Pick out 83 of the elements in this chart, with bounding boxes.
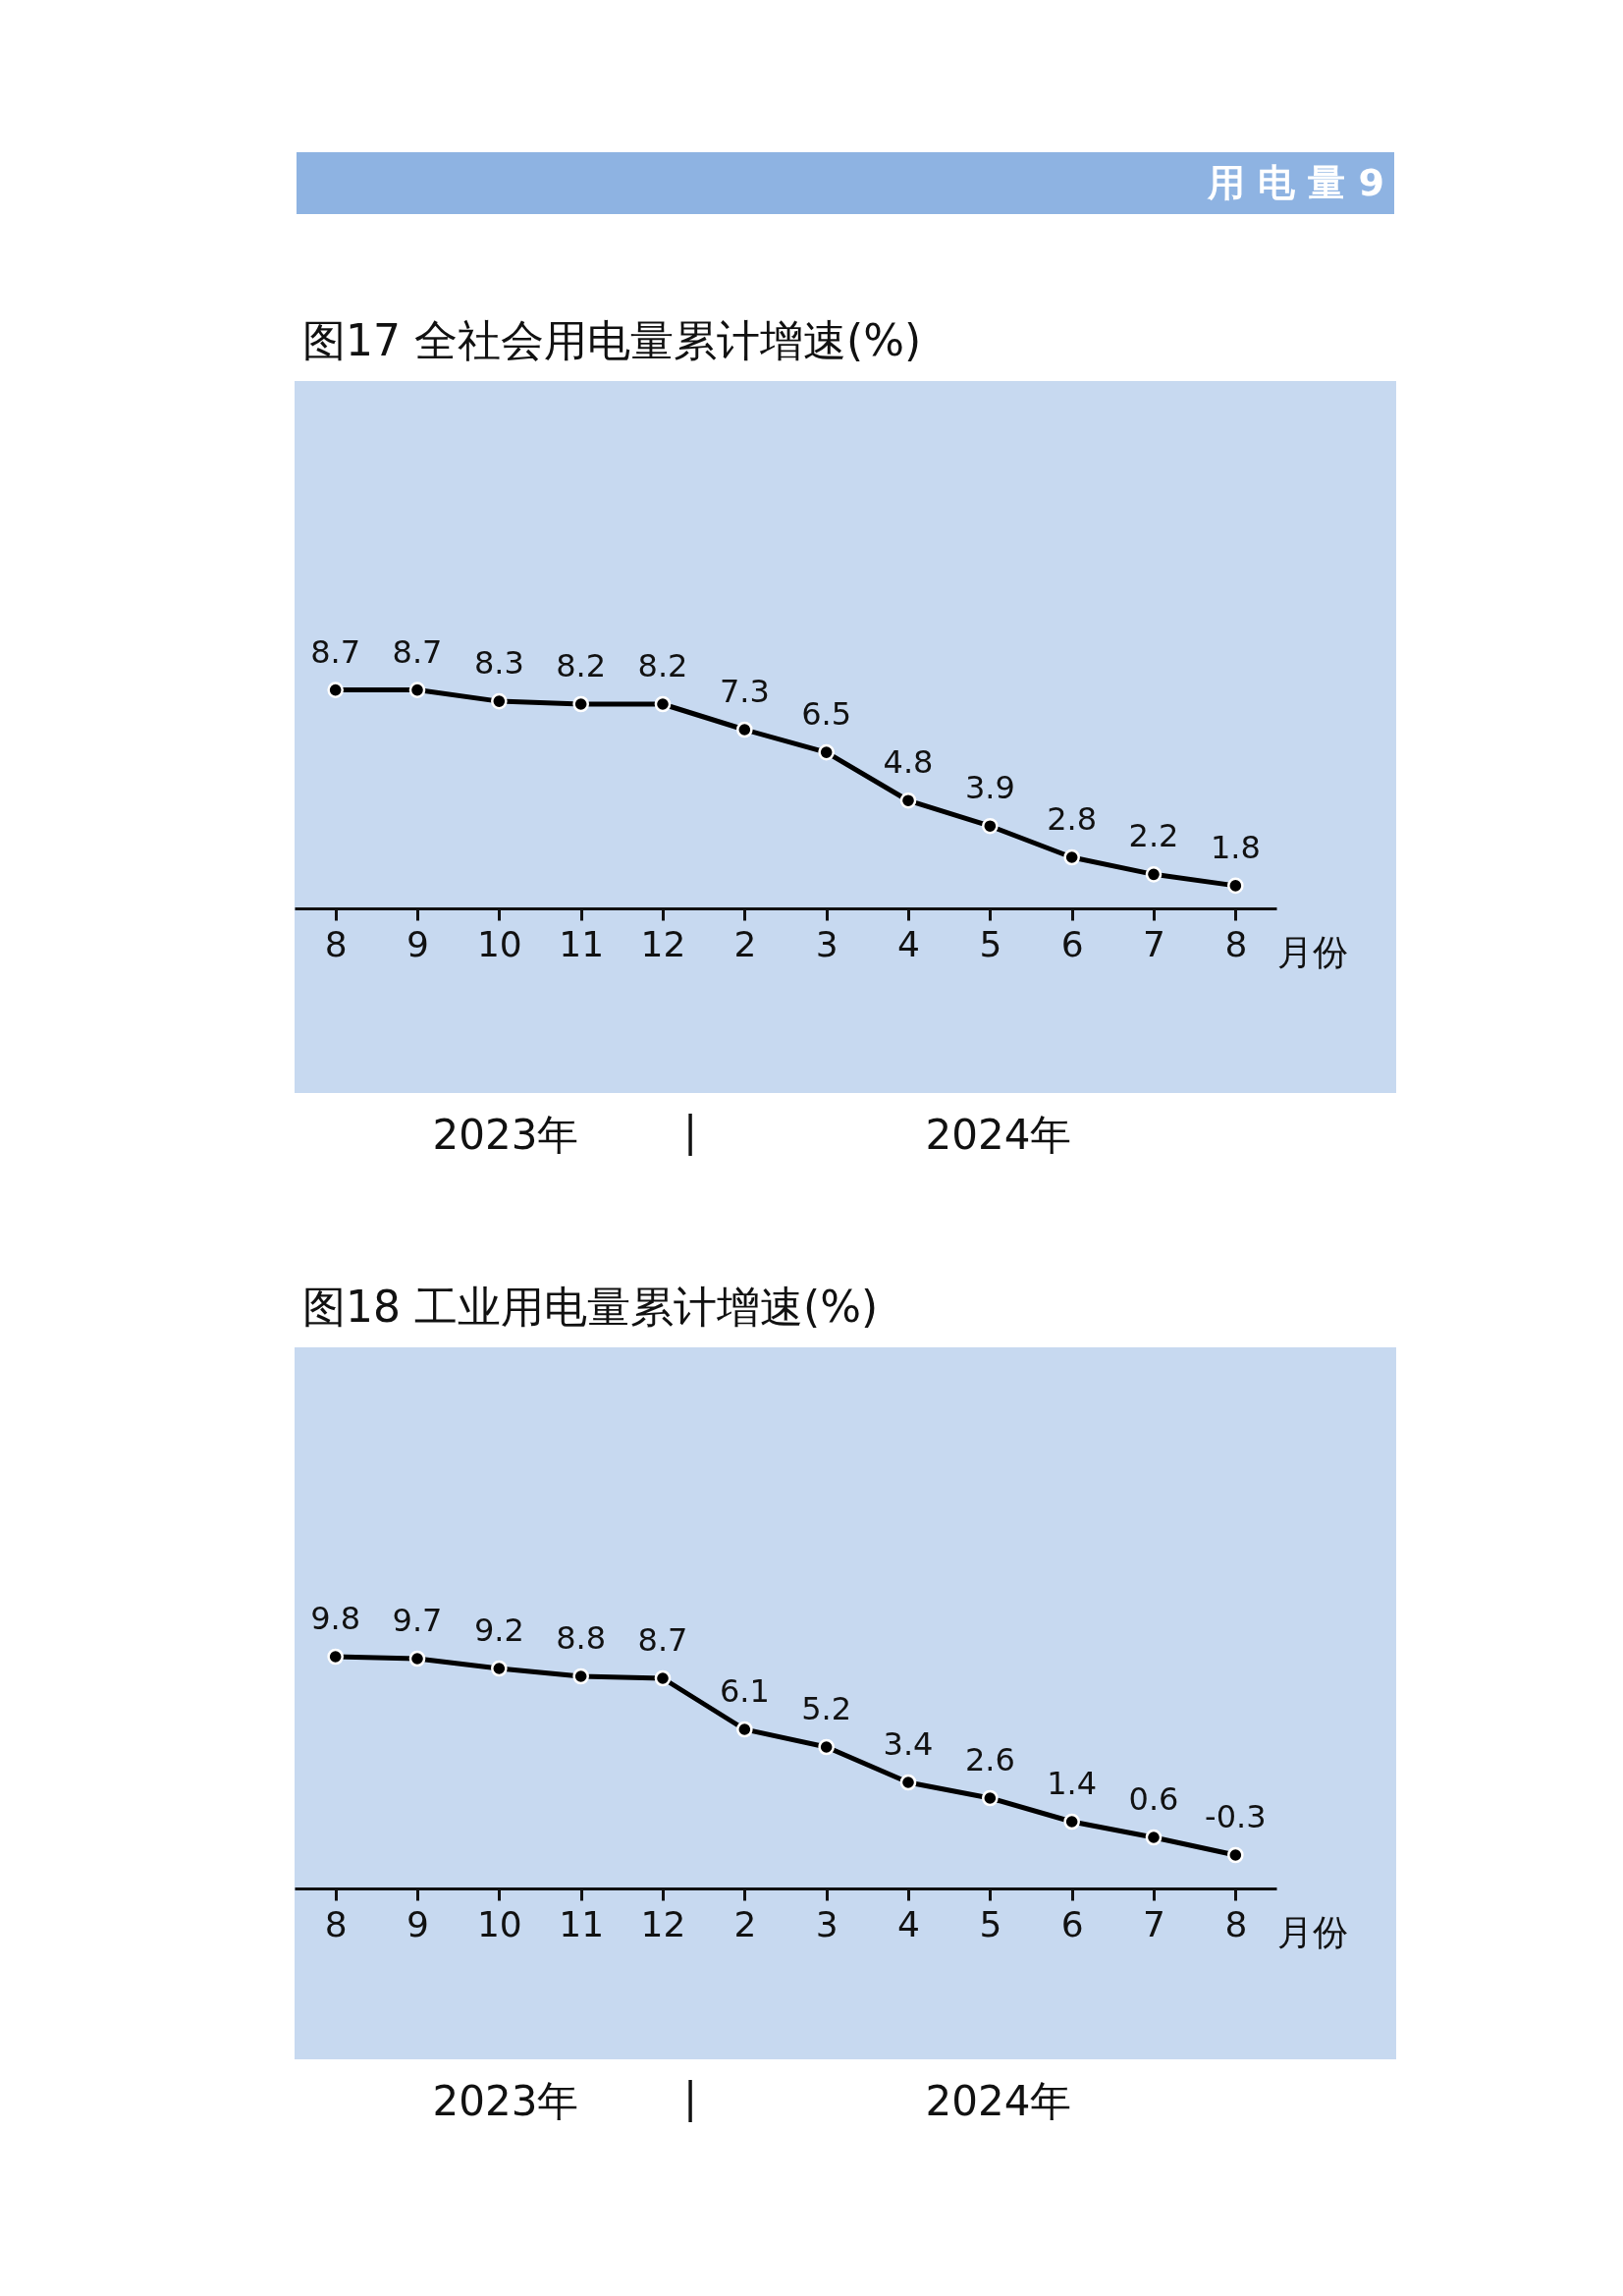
x-axis-title: 月份 — [1276, 931, 1348, 972]
point — [982, 1789, 999, 1807]
data-label: 6.1 — [719, 1672, 770, 1710]
x-tick-label: 4 — [897, 1903, 920, 1944]
point — [1063, 848, 1080, 866]
text: 2023年 — [432, 2076, 579, 2127]
data-label: 8.7 — [310, 632, 361, 671]
data-label: 9.2 — [473, 1612, 524, 1649]
data-label: 7.3 — [719, 673, 770, 710]
data-label: 2.2 — [1128, 817, 1179, 855]
x-tick-label: 10 — [476, 1903, 522, 1944]
data-label: 1.8 — [1210, 828, 1261, 866]
x-tick-label: 2 — [733, 923, 757, 964]
point — [1227, 877, 1244, 895]
x-tick-label: 5 — [979, 923, 1002, 964]
point — [736, 721, 753, 738]
point — [327, 682, 344, 698]
x-axis-title: 月份 — [1276, 1911, 1348, 1952]
x-tick-label: 6 — [1060, 923, 1084, 964]
point — [1063, 1813, 1080, 1831]
x-tick-label: 7 — [1143, 1903, 1165, 1944]
x-tick-label: 12 — [640, 1903, 686, 1944]
text: | — [682, 2074, 698, 2122]
point — [982, 817, 999, 835]
point — [491, 1660, 508, 1677]
data-label: 4.8 — [883, 743, 934, 782]
x-tick-label: 2 — [733, 1903, 757, 1944]
data-label: 8.7 — [392, 632, 443, 671]
chart-title: 图17 全社会用电量累计增速(%) — [302, 314, 922, 367]
text: 用 电 量 9 — [297, 152, 1394, 214]
point — [327, 1648, 344, 1666]
data-label: 2.6 — [964, 1741, 1015, 1778]
text: 2024年 — [925, 1110, 1072, 1161]
point — [818, 1738, 835, 1756]
data-label: 3.9 — [964, 769, 1015, 807]
point — [899, 1774, 917, 1791]
point — [736, 1721, 753, 1738]
point — [1145, 1829, 1163, 1846]
point — [899, 792, 917, 809]
x-tick-label: 11 — [559, 923, 605, 964]
point — [1227, 1846, 1244, 1864]
data-label: 3.4 — [883, 1725, 934, 1763]
text: 2024年 — [925, 2076, 1072, 2127]
point — [654, 1669, 672, 1687]
data-label: 8.2 — [556, 647, 607, 684]
x-tick-label: 8 — [1224, 1903, 1248, 1944]
x-tick-label: 8 — [324, 923, 348, 964]
data-label: 8.7 — [637, 1621, 688, 1659]
point — [654, 695, 672, 713]
x-tick-label: 10 — [476, 923, 522, 964]
chart-title: 图18 工业用电量累计增速(%) — [302, 1281, 879, 1334]
text: 2023年 — [432, 1110, 579, 1161]
text: | — [682, 1108, 698, 1156]
x-tick-label: 8 — [1224, 923, 1248, 964]
data-label: 8.2 — [637, 647, 688, 684]
x-tick-label: 12 — [640, 923, 686, 964]
x-tick-label: 6 — [1060, 1903, 1084, 1944]
x-tick-label: 5 — [979, 1903, 1002, 1944]
data-label: 9.8 — [310, 1600, 361, 1637]
point — [818, 743, 835, 761]
x-tick-label: 9 — [406, 1903, 429, 1944]
data-label: 5.2 — [801, 1690, 852, 1727]
x-tick-label: 11 — [559, 1903, 605, 1944]
point — [408, 1650, 426, 1667]
data-label: 9.7 — [392, 1602, 443, 1639]
x-tick-label: 7 — [1143, 923, 1165, 964]
data-label: 6.5 — [801, 695, 852, 734]
point — [572, 695, 589, 713]
data-label: 8.3 — [473, 644, 524, 683]
point — [572, 1667, 589, 1685]
data-label: 1.4 — [1047, 1765, 1098, 1802]
x-tick-label: 3 — [815, 1903, 839, 1944]
x-tick-label: 8 — [324, 1903, 348, 1944]
point — [408, 682, 426, 698]
data-label: 2.8 — [1047, 800, 1098, 838]
data-label: 0.6 — [1128, 1780, 1179, 1818]
x-tick-label: 4 — [897, 923, 920, 964]
data-label: 8.8 — [556, 1619, 607, 1657]
point — [1145, 866, 1163, 883]
data-label: -0.3 — [1205, 1798, 1267, 1835]
x-tick-label: 3 — [815, 923, 839, 964]
x-tick-label: 9 — [406, 923, 429, 964]
point — [491, 692, 508, 710]
